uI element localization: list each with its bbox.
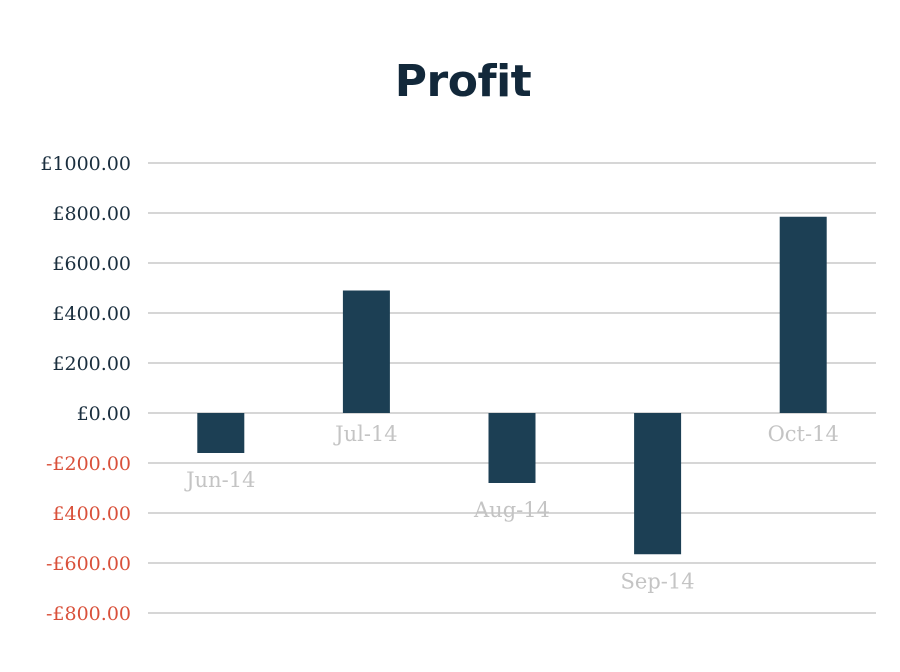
y-tick-label: £1000.00 bbox=[40, 153, 131, 175]
chart-title: Profit bbox=[394, 56, 532, 107]
x-category-label: Jul-14 bbox=[333, 422, 397, 446]
y-tick-label: £200.00 bbox=[52, 353, 131, 375]
x-category-label: Sep-14 bbox=[621, 569, 695, 593]
bar-jun-14 bbox=[197, 413, 245, 453]
y-tick-label: £400.00 bbox=[52, 503, 131, 525]
y-tick-label: -£800.00 bbox=[46, 603, 131, 625]
x-category-label: Oct-14 bbox=[768, 422, 839, 446]
x-category-label: Aug-14 bbox=[473, 498, 550, 522]
bar-aug-14 bbox=[488, 413, 536, 483]
y-tick-label: £400.00 bbox=[52, 303, 131, 325]
bar-sep-14 bbox=[634, 413, 682, 555]
x-category-label: Jun-14 bbox=[184, 468, 255, 492]
bar-jul-14 bbox=[342, 290, 390, 413]
y-tick-label: -£600.00 bbox=[46, 553, 131, 575]
y-tick-label: £0.00 bbox=[77, 403, 131, 425]
bar-oct-14 bbox=[779, 216, 827, 413]
y-tick-label: £600.00 bbox=[52, 253, 131, 275]
y-tick-label: £800.00 bbox=[52, 203, 131, 225]
y-tick-label: -£200.00 bbox=[46, 453, 131, 475]
